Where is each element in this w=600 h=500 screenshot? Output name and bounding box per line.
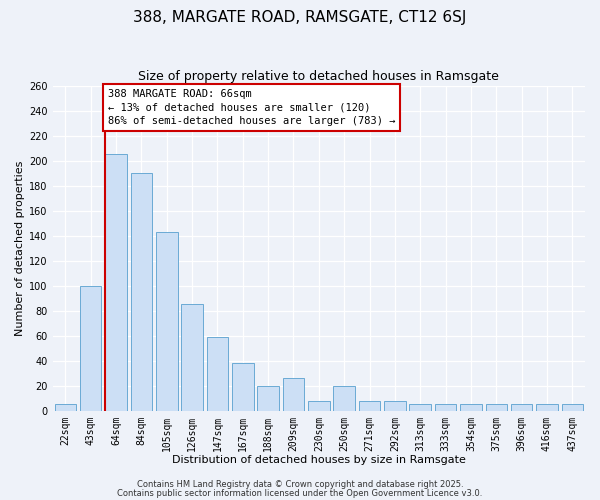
Bar xyxy=(485,404,507,410)
Bar xyxy=(257,386,279,410)
Bar xyxy=(156,232,178,410)
Text: Contains HM Land Registry data © Crown copyright and database right 2025.: Contains HM Land Registry data © Crown c… xyxy=(137,480,463,489)
Title: Size of property relative to detached houses in Ramsgate: Size of property relative to detached ho… xyxy=(139,70,499,83)
Bar xyxy=(511,404,532,410)
Bar xyxy=(536,404,558,410)
X-axis label: Distribution of detached houses by size in Ramsgate: Distribution of detached houses by size … xyxy=(172,455,466,465)
Bar xyxy=(562,404,583,410)
Bar xyxy=(105,154,127,410)
Bar xyxy=(55,404,76,410)
Bar xyxy=(232,363,254,410)
Bar xyxy=(384,400,406,410)
Text: 388 MARGATE ROAD: 66sqm
← 13% of detached houses are smaller (120)
86% of semi-d: 388 MARGATE ROAD: 66sqm ← 13% of detache… xyxy=(108,90,395,126)
Bar xyxy=(359,400,380,410)
Bar xyxy=(334,386,355,410)
Text: 388, MARGATE ROAD, RAMSGATE, CT12 6SJ: 388, MARGATE ROAD, RAMSGATE, CT12 6SJ xyxy=(133,10,467,25)
Bar xyxy=(308,400,329,410)
Bar xyxy=(181,304,203,410)
Y-axis label: Number of detached properties: Number of detached properties xyxy=(15,160,25,336)
Bar xyxy=(206,337,228,410)
Bar xyxy=(460,404,482,410)
Bar xyxy=(409,404,431,410)
Bar xyxy=(283,378,304,410)
Text: Contains public sector information licensed under the Open Government Licence v3: Contains public sector information licen… xyxy=(118,488,482,498)
Bar xyxy=(131,173,152,410)
Bar xyxy=(80,286,101,410)
Bar xyxy=(435,404,457,410)
